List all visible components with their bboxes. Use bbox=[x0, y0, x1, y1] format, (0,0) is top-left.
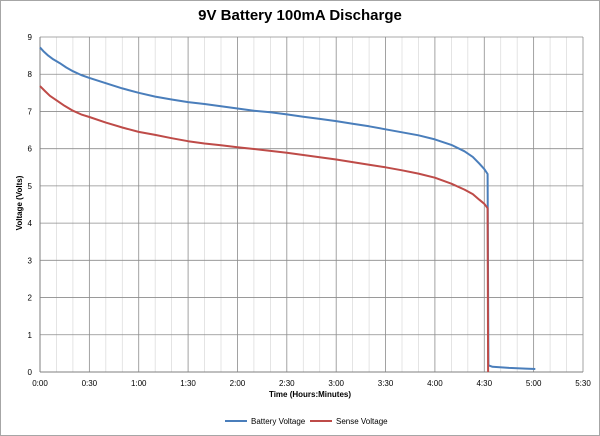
x-tick-label: 2:30 bbox=[279, 379, 295, 388]
x-tick-labels: 0:00 0:30 1:00 1:30 2:00 2:30 3:00 3:30 4:00 4:30… bbox=[32, 379, 591, 388]
y-tick-label: 9 bbox=[28, 33, 33, 42]
x-tick-label: 4:00 bbox=[427, 379, 443, 388]
x-tick-label: 4:30 bbox=[476, 379, 492, 388]
x-tick-label: 3:30 bbox=[378, 379, 394, 388]
y-tick-label: 8 bbox=[28, 70, 33, 79]
y-axis-title: Voltage (Volts) bbox=[15, 175, 24, 230]
x-tick-label: 2:00 bbox=[230, 379, 246, 388]
legend-label: Sense Voltage bbox=[336, 417, 388, 426]
y-tick-label: 6 bbox=[28, 145, 33, 154]
x-tick-label: 3:00 bbox=[328, 379, 344, 388]
x-tick-label: 5:00 bbox=[526, 379, 542, 388]
axes bbox=[39, 37, 583, 373]
series-line-sense-voltage bbox=[39, 85, 490, 373]
x-tick-label: 1:00 bbox=[131, 379, 147, 388]
chart-title: 9V Battery 100mA Discharge bbox=[198, 7, 402, 24]
y-tick-label: 2 bbox=[28, 294, 33, 303]
x-tick-label: 1:30 bbox=[180, 379, 196, 388]
y-tick-label: 4 bbox=[28, 219, 33, 228]
x-tick-label: 0:00 bbox=[32, 379, 48, 388]
y-tick-labels: 0 1 2 3 4 5 6 7 8 9 bbox=[28, 33, 33, 377]
y-tick-label: 7 bbox=[28, 107, 33, 116]
x-tick-label: 5:30 bbox=[575, 379, 591, 388]
x-tick-label: 0:30 bbox=[82, 379, 98, 388]
legend: Battery Voltage Sense Voltage bbox=[225, 417, 388, 426]
minor-gridlines bbox=[56, 37, 567, 372]
y-tick-label: 3 bbox=[28, 256, 33, 265]
x-axis-title: Time (Hours:Minutes) bbox=[269, 390, 351, 399]
series-line-battery-voltage bbox=[39, 46, 536, 370]
y-tick-label: 5 bbox=[28, 182, 33, 191]
y-tick-label: 1 bbox=[28, 331, 33, 340]
y-tick-label: 0 bbox=[28, 368, 33, 377]
series-lines bbox=[39, 46, 536, 373]
legend-label: Battery Voltage bbox=[251, 417, 306, 426]
